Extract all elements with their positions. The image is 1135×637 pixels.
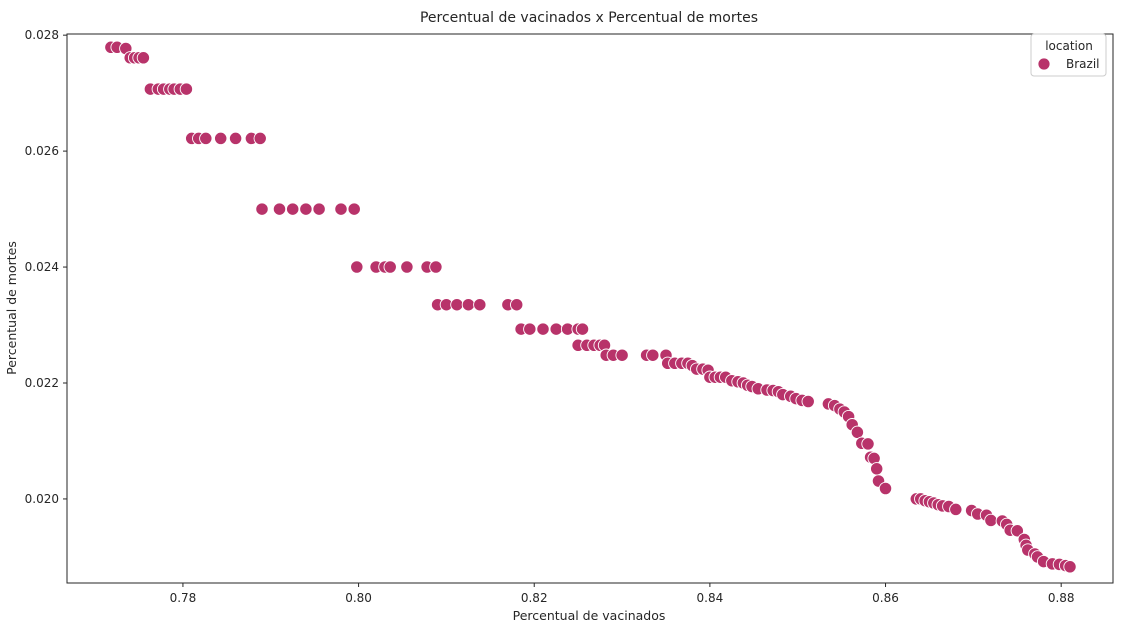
legend: location Brazil xyxy=(1030,33,1107,77)
data-point xyxy=(350,260,364,274)
x-tick-label: 0.80 xyxy=(345,591,372,605)
y-tick-label: 0.020 xyxy=(25,492,59,506)
x-tick-label: 0.88 xyxy=(1048,591,1075,605)
data-point xyxy=(299,202,313,216)
chart-title: Percentual de vacinados x Percentual de … xyxy=(420,10,758,26)
data-point xyxy=(347,202,361,216)
data-point xyxy=(255,202,269,216)
data-point xyxy=(136,51,151,65)
plot-frame xyxy=(66,33,1114,584)
data-point xyxy=(228,131,243,146)
data-point xyxy=(214,131,228,146)
data-point xyxy=(473,298,487,312)
x-tick-label: 0.84 xyxy=(697,591,724,605)
data-point xyxy=(510,298,524,312)
data-point xyxy=(1063,560,1077,574)
legend-marker-brazil xyxy=(1037,57,1051,71)
data-point xyxy=(461,298,476,312)
data-point xyxy=(878,481,893,496)
data-point xyxy=(523,322,537,336)
legend-entry-brazil: Brazil xyxy=(1066,57,1100,71)
plot-markers xyxy=(104,40,1077,574)
data-point xyxy=(646,348,660,362)
data-point xyxy=(429,260,443,274)
data-point xyxy=(450,298,464,312)
x-tick-label: 0.86 xyxy=(872,591,899,605)
y-tick-label: 0.028 xyxy=(25,28,59,42)
data-point xyxy=(312,202,326,216)
data-point xyxy=(575,322,590,336)
legend-title: location xyxy=(1045,39,1093,53)
y-tick-label: 0.022 xyxy=(25,376,59,390)
y-tick-label: 0.026 xyxy=(25,144,59,158)
data-point xyxy=(334,202,348,216)
data-point xyxy=(179,82,194,96)
y-tick-label: 0.024 xyxy=(25,260,59,274)
x-tick-label: 0.78 xyxy=(170,591,197,605)
data-point xyxy=(272,202,287,216)
data-point xyxy=(861,437,875,451)
data-point xyxy=(253,131,267,146)
data-point xyxy=(850,425,865,439)
data-point xyxy=(536,322,550,336)
data-point xyxy=(615,348,629,362)
data-point xyxy=(949,502,963,517)
data-point xyxy=(400,260,414,274)
x-tick-label: 0.82 xyxy=(521,591,548,605)
data-point xyxy=(199,131,213,146)
data-point xyxy=(383,260,397,274)
y-axis-ticks: 0.020 0.022 0.024 0.026 0.028 xyxy=(25,28,67,506)
y-axis-label: Percentual de mortes xyxy=(4,241,19,375)
x-axis-ticks: 0.78 0.80 0.82 0.84 0.86 0.88 xyxy=(170,583,1075,605)
data-point xyxy=(286,202,300,216)
data-point xyxy=(549,322,563,336)
data-point xyxy=(1010,524,1024,538)
data-point xyxy=(984,513,998,528)
x-axis-label: Percentual de vacinados xyxy=(513,608,666,623)
data-point xyxy=(870,462,884,476)
data-point xyxy=(801,394,815,409)
